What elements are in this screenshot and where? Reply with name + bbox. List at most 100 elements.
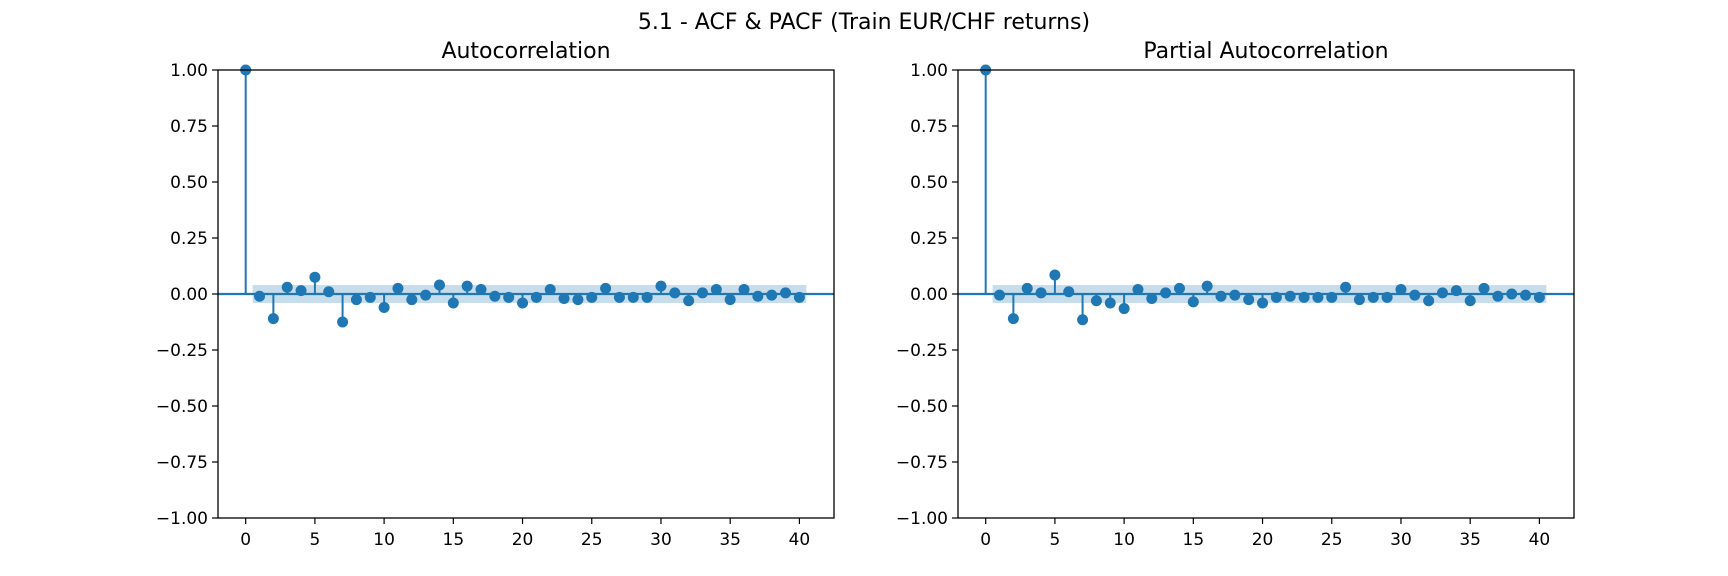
pacf-marker-lag-28 [1367,291,1379,303]
pacf-marker-lag-23 [1298,291,1310,303]
acf-marker-lag-18 [489,290,501,302]
pacf-marker-lag-5 [1049,269,1061,281]
pacf-title: Partial Autocorrelation [1143,39,1388,64]
pacf-marker-lag-2 [1007,313,1019,325]
pacf-ytick-label: 0.25 [910,229,948,249]
pacf-marker-lag-40 [1533,291,1545,303]
acf-title: Autocorrelation [441,39,610,64]
acf-marker-lag-27 [613,291,625,303]
pacf-ytick-label: 0.00 [910,285,948,305]
acf-marker-lag-14 [433,279,445,291]
acf-marker-lag-37 [752,290,764,302]
pacf-marker-lag-27 [1353,294,1365,306]
pacf-marker-lag-38 [1506,288,1518,300]
pacf-marker-lag-19 [1243,294,1255,306]
pacf-marker-lag-4 [1035,287,1047,299]
pacf-marker-lag-8 [1090,295,1102,307]
pacf-marker-lag-13 [1160,287,1172,299]
acf-marker-lag-19 [503,291,515,303]
acf-marker-lag-35 [724,294,736,306]
pacf-marker-lag-26 [1340,281,1352,293]
acf-marker-lag-13 [420,289,432,301]
acf-ytick-label: 0.50 [170,173,208,193]
pacf-marker-lag-17 [1215,290,1227,302]
pacf-xtick-label: 40 [1529,530,1551,550]
pacf-ytick-label: −1.00 [896,509,948,529]
figure-suptitle: 5.1 - ACF & PACF (Train EUR/CHF returns) [638,10,1090,35]
acf-marker-lag-11 [392,282,404,294]
pacf-panel: Partial Autocorrelation 1.00 0.75 0.50 0.25 0… [896,39,1575,550]
pacf-marker-lag-35 [1464,295,1476,307]
pacf-marker-lag-30 [1395,284,1407,296]
pacf-marker-lag-24 [1312,291,1324,303]
acf-marker-lag-15 [447,297,459,309]
acf-xtick-label: 20 [512,530,534,550]
pacf-marker-lag-15 [1187,296,1199,308]
acf-marker-lag-7 [337,316,349,328]
pacf-xtick-label: 15 [1183,530,1205,550]
acf-marker-lag-16 [461,280,473,292]
acf-marker-lag-4 [295,285,307,297]
pacf-marker-lag-29 [1381,291,1393,303]
acf-xtick-label: 30 [650,530,672,550]
acf-ytick-label: 0.00 [170,285,208,305]
pacf-marker-lag-6 [1063,286,1075,298]
pacf-xtick-label: 30 [1390,530,1412,550]
acf-marker-lag-12 [406,294,418,306]
acf-marker-lag-28 [627,291,639,303]
acf-marker-lag-36 [738,284,750,296]
pacf-marker-lag-25 [1326,291,1338,303]
acf-ytick-label: 1.00 [170,61,208,81]
pacf-xtick-label: 10 [1113,530,1135,550]
acf-marker-lag-9 [364,291,376,303]
pacf-marker-lag-11 [1132,284,1144,296]
acf-ytick-label: −0.25 [156,341,208,361]
pacf-xtick-label: 20 [1252,530,1274,550]
pacf-marker-lag-22 [1284,290,1296,302]
acf-marker-lag-40 [793,291,805,303]
pacf-ytick-label: 0.50 [910,173,948,193]
acf-marker-lag-38 [766,289,778,301]
acf-marker-lag-39 [780,287,792,299]
pacf-ytick-label: 0.75 [910,117,948,137]
acf-panel: Autocorrelation 1.00 0.75 0.50 0.25 0.00 −0.25… [156,39,835,550]
pacf-marker-lag-34 [1450,285,1462,297]
pacf-marker-lag-39 [1520,289,1532,301]
pacf-marker-lag-3 [1021,282,1033,294]
acf-xtick-label: 10 [373,530,395,550]
acf-marker-lag-30 [655,280,667,292]
acf-xtick-label: 40 [789,530,811,550]
pacf-xtick-label: 0 [980,530,991,550]
pacf-xtick-label: 35 [1459,530,1481,550]
acf-ytick-label: 0.25 [170,229,208,249]
acf-marker-lag-20 [517,297,529,309]
acf-ytick-label: −0.50 [156,397,208,417]
acf-xtick-label: 25 [581,530,603,550]
acf-ytick-label: −1.00 [156,509,208,529]
pacf-marker-lag-1 [994,289,1006,301]
pacf-marker-lag-20 [1257,297,1269,309]
acf-ytick-label: 0.75 [170,117,208,137]
acf-marker-lag-21 [530,291,542,303]
acf-marker-lag-34 [710,284,722,296]
pacf-marker-lag-37 [1492,290,1504,302]
pacf-marker-lag-18 [1229,289,1241,301]
pacf-marker-lag-21 [1270,291,1282,303]
pacf-ytick-label: −0.25 [896,341,948,361]
pacf-xtick-label: 5 [1049,530,1060,550]
pacf-ytick-label: 1.00 [910,61,948,81]
pacf-marker-lag-31 [1409,289,1421,301]
acf-marker-lag-10 [378,301,390,313]
acf-marker-lag-6 [323,286,335,298]
acf-marker-lag-32 [683,295,695,307]
acf-marker-lag-2 [267,313,279,325]
acf-ytick-label: −0.75 [156,453,208,473]
pacf-marker-lag-12 [1146,292,1158,304]
acf-marker-lag-26 [600,282,612,294]
pacf-marker-lag-36 [1478,282,1490,294]
pacf-ytick-label: −0.75 [896,453,948,473]
pacf-xtick-label: 25 [1321,530,1343,550]
acf-marker-lag-24 [572,294,584,306]
pacf-marker-lag-7 [1077,314,1089,326]
